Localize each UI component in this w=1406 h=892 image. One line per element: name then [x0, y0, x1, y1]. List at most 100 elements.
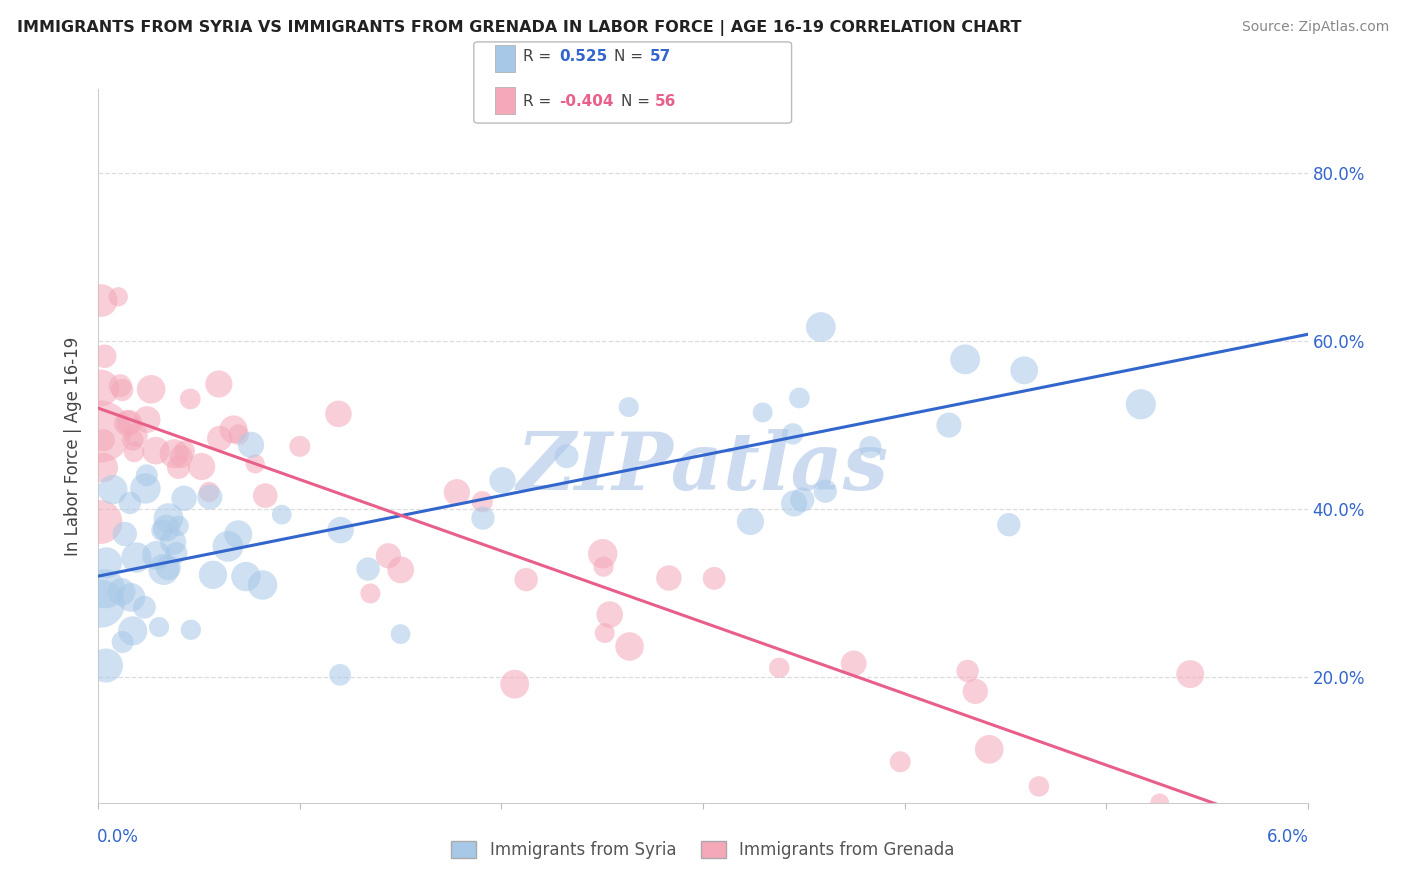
Point — [222, 422, 245, 436]
Text: 56: 56 — [655, 94, 676, 109]
Point — [619, 640, 641, 654]
Point — [783, 496, 806, 510]
Point — [357, 562, 380, 576]
Point — [288, 439, 311, 453]
Point — [96, 556, 118, 570]
Point — [471, 511, 494, 525]
Point — [252, 578, 274, 592]
Point — [173, 443, 195, 458]
Point — [89, 515, 111, 529]
Point — [121, 433, 143, 447]
Text: IMMIGRANTS FROM SYRIA VS IMMIGRANTS FROM GRENADA IN LABOR FORCE | AGE 16-19 CORR: IMMIGRANTS FROM SYRIA VS IMMIGRANTS FROM… — [17, 20, 1021, 36]
Point — [94, 349, 117, 363]
Point — [136, 412, 159, 426]
Point — [617, 400, 640, 414]
Point — [235, 569, 257, 583]
Point — [1028, 780, 1050, 794]
Point — [998, 517, 1021, 532]
Point — [953, 352, 976, 367]
Point — [111, 383, 134, 397]
Point — [107, 290, 129, 304]
Point — [359, 586, 381, 600]
Point — [157, 511, 180, 525]
Point — [1012, 363, 1035, 377]
Point — [592, 547, 614, 561]
Point — [217, 539, 239, 553]
Point — [226, 527, 249, 541]
Point — [740, 515, 762, 529]
Point — [114, 527, 136, 541]
Point — [768, 661, 790, 675]
Point — [956, 664, 979, 678]
Point — [121, 624, 143, 638]
Point — [789, 391, 811, 405]
Point — [938, 418, 960, 433]
Point — [859, 440, 882, 454]
Point — [134, 600, 156, 615]
Text: 0.0%: 0.0% — [97, 828, 139, 846]
Point — [389, 563, 412, 577]
Point — [145, 549, 167, 563]
Point — [93, 434, 115, 448]
Point — [751, 405, 773, 419]
Point — [179, 392, 201, 406]
Point — [245, 457, 267, 471]
Point — [90, 293, 112, 308]
Point — [89, 425, 111, 439]
Point — [446, 485, 468, 500]
Point — [208, 376, 231, 391]
Point — [139, 382, 162, 396]
Point — [94, 658, 117, 673]
Point — [228, 427, 250, 442]
Text: ZIPatlas: ZIPatlas — [517, 429, 889, 506]
Text: -0.404: -0.404 — [560, 94, 614, 109]
Point — [162, 535, 184, 549]
Point — [329, 668, 352, 682]
Point — [115, 416, 138, 430]
Point — [173, 491, 195, 506]
Y-axis label: In Labor Force | Age 16-19: In Labor Force | Age 16-19 — [65, 336, 83, 556]
Point — [134, 482, 156, 496]
Point — [814, 484, 837, 499]
Point — [658, 571, 681, 585]
Text: N =: N = — [614, 49, 648, 64]
Point — [122, 445, 145, 459]
Point — [135, 468, 157, 483]
Point — [1149, 796, 1171, 810]
Point — [810, 320, 832, 334]
Text: Source: ZipAtlas.com: Source: ZipAtlas.com — [1241, 20, 1389, 34]
Point — [208, 431, 231, 445]
Point — [599, 607, 621, 622]
Point — [198, 490, 221, 504]
Point — [270, 508, 292, 522]
Point — [389, 627, 412, 641]
Point — [180, 623, 202, 637]
Point — [377, 549, 399, 563]
Point — [1129, 397, 1152, 411]
Point — [170, 450, 193, 464]
Point — [592, 559, 614, 574]
Point — [111, 635, 134, 649]
Point — [118, 496, 141, 510]
Point — [90, 597, 112, 611]
Point — [555, 449, 578, 463]
Point — [90, 381, 112, 395]
Text: R =: R = — [523, 49, 557, 64]
Text: 57: 57 — [650, 49, 671, 64]
Point — [328, 407, 350, 421]
Point — [471, 494, 494, 508]
Point — [125, 550, 148, 565]
Point — [792, 492, 814, 507]
Point — [120, 591, 142, 605]
Text: 6.0%: 6.0% — [1267, 828, 1309, 846]
Point — [329, 523, 352, 537]
Point — [593, 626, 616, 640]
Point — [110, 585, 132, 599]
Point — [118, 416, 141, 430]
Point — [703, 571, 725, 585]
Point — [254, 489, 277, 503]
Point — [201, 567, 224, 582]
Point — [167, 519, 190, 533]
Point — [503, 677, 526, 691]
Point — [157, 560, 180, 574]
